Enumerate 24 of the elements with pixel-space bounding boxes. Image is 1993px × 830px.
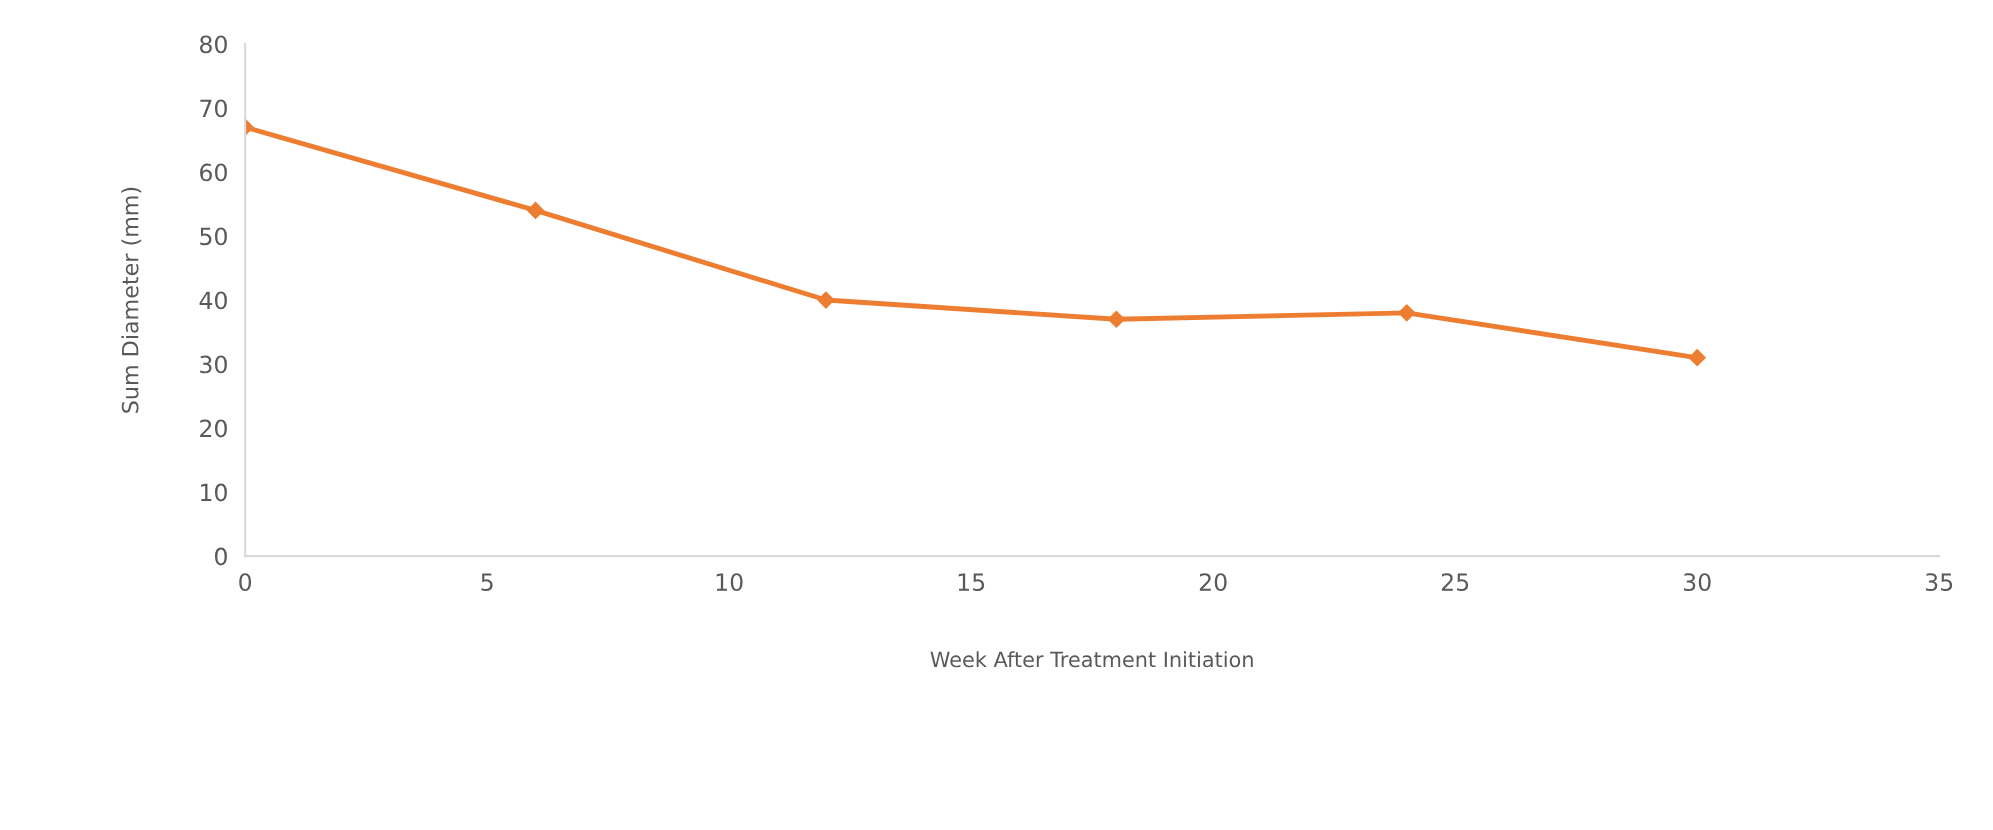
y-tick-label: 70 xyxy=(200,99,227,118)
point xyxy=(526,201,545,219)
x-tick-label: 10 xyxy=(716,573,743,592)
y-tick-label: 80 xyxy=(200,35,227,54)
x-axis-title: Week After Treatment Initiation xyxy=(930,651,1253,668)
y-tick-label: 50 xyxy=(200,227,227,246)
point xyxy=(817,291,835,309)
y-tick-label: 40 xyxy=(199,291,227,310)
x-tick-label: 20 xyxy=(1199,573,1227,592)
y-tick-label: 30 xyxy=(200,355,227,374)
x-tick-label: 0 xyxy=(239,573,252,592)
x-tick-label: 30 xyxy=(1683,573,1711,592)
y-tick-label: 20 xyxy=(200,419,227,438)
y-tick-label: 10 xyxy=(201,483,227,502)
y-axis-title: Sum Diameter (mm) xyxy=(121,187,142,413)
x-tick-label: 15 xyxy=(958,573,985,592)
x-tick-label: 35 xyxy=(1925,573,1953,592)
x-tick-label: 25 xyxy=(1441,573,1469,592)
x-tick-label: 5 xyxy=(481,573,493,592)
point xyxy=(1398,304,1416,322)
point xyxy=(1107,310,1125,328)
point xyxy=(1688,349,1706,367)
y-tick-label: 0 xyxy=(215,547,227,566)
y-tick-label: 60 xyxy=(200,163,227,182)
